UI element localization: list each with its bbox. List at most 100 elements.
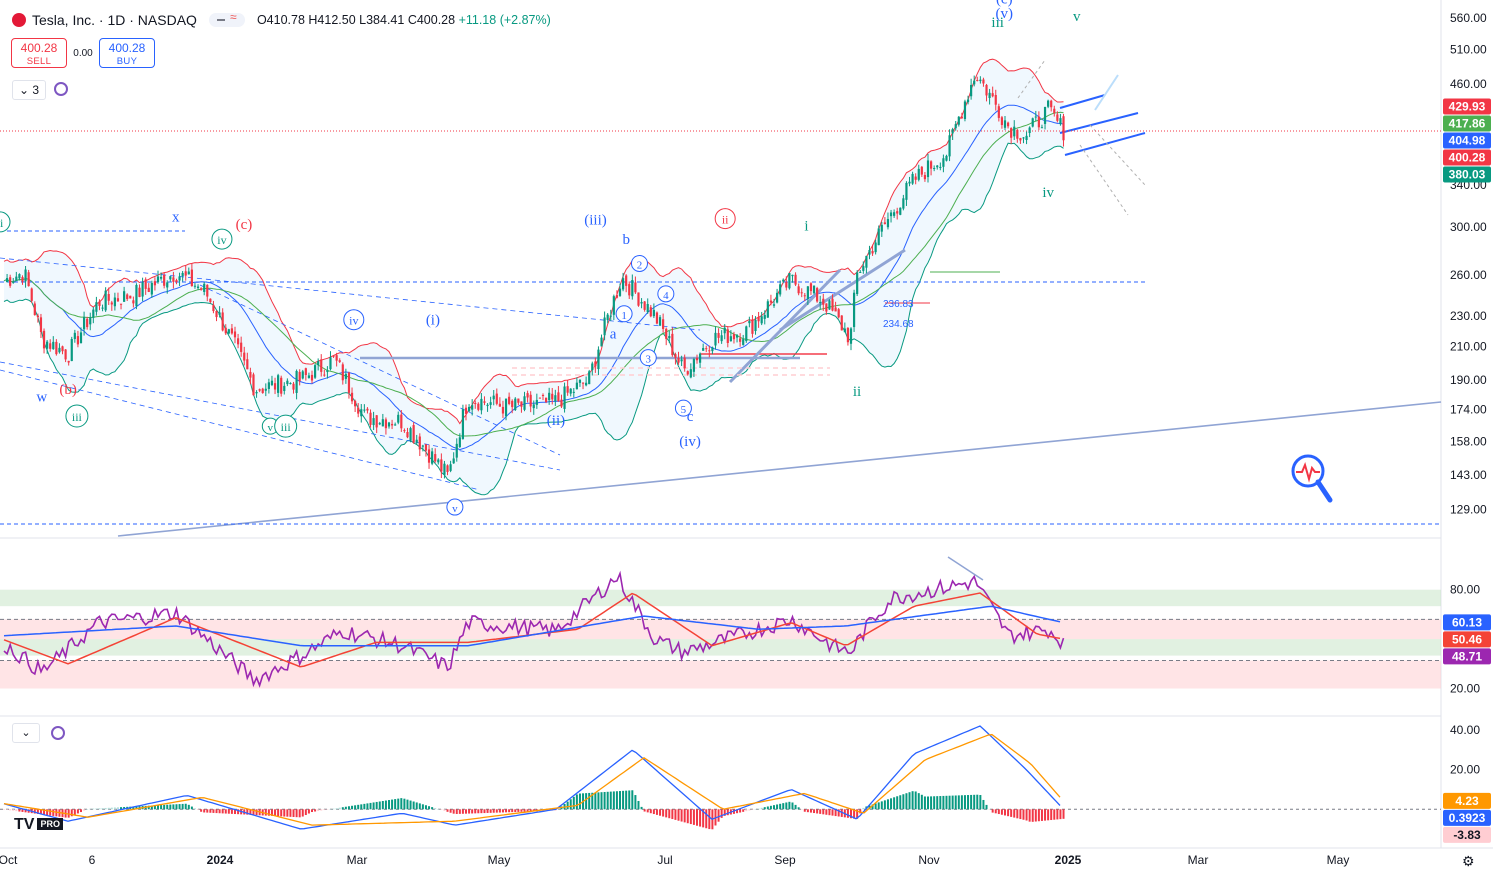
candle-body (132, 300, 135, 304)
macd-histogram-bar (351, 805, 354, 810)
macd-histogram-bar (914, 791, 917, 810)
candle-body (606, 314, 609, 320)
macd-histogram-bar (776, 804, 779, 810)
macd-histogram-bar (578, 793, 581, 810)
candle-body (708, 350, 711, 352)
spread-value: 0.00 (73, 47, 93, 59)
candle-body (745, 326, 748, 342)
rsi-tick-label: 80.00 (1450, 583, 1480, 597)
candle-body (800, 292, 803, 294)
macd-histogram-bar (477, 809, 480, 814)
wave-label: (iv) (679, 434, 701, 450)
macd-histogram-bar (418, 803, 421, 810)
candle-body (936, 165, 939, 168)
candle-body (889, 212, 893, 217)
macd-histogram-bar (147, 805, 150, 810)
candle-body (138, 287, 141, 297)
candle-body (486, 404, 489, 407)
candle-body (27, 272, 30, 287)
macd-histogram-bar (495, 809, 498, 813)
macd-histogram-bar (9, 809, 12, 811)
macd-histogram-bar (837, 809, 840, 817)
wave-label: x (172, 209, 180, 225)
macd-histogram-bar (920, 794, 923, 810)
macd-histogram-bar (908, 792, 911, 810)
candle-body (9, 277, 12, 286)
macd-histogram-bar (886, 799, 889, 810)
macd-histogram-bar (785, 802, 788, 810)
macd-histogram-bar (298, 809, 301, 818)
candle-body (79, 332, 83, 344)
candle-body (896, 211, 899, 214)
macd-series-line (3, 725, 1061, 830)
channel-line (1059, 94, 1106, 109)
macd-histogram-bar (982, 799, 985, 810)
macd-value-box (1443, 792, 1491, 809)
macd-histogram-bar (1013, 809, 1016, 818)
macd-histogram-bar (123, 806, 126, 810)
macd-histogram-bar (400, 798, 403, 810)
band-fill (4, 59, 1064, 495)
macd-histogram-bar (107, 807, 110, 810)
indicator-toggle-icon[interactable] (208, 10, 245, 27)
candle-body (415, 439, 418, 443)
macd-histogram-bar (606, 791, 609, 810)
candle-body (988, 92, 991, 99)
candle-body (698, 353, 702, 363)
macd-histogram-bar (806, 809, 809, 813)
candle-body (98, 301, 101, 306)
candle-body (390, 423, 394, 426)
candle-body (689, 369, 692, 378)
sync-icon[interactable] (51, 726, 65, 740)
sell-button[interactable]: 400.28 SELL (11, 38, 67, 68)
candle-body (603, 317, 606, 336)
macd-histogram-bar (480, 809, 483, 814)
close-value: C400.28 (407, 13, 456, 27)
macd-legend-toggle[interactable]: ⌄ (12, 723, 40, 743)
time-tick-label: Jul (657, 853, 672, 867)
candle-body (572, 391, 575, 393)
macd-histogram-bar (15, 809, 18, 812)
candle-body (631, 279, 634, 297)
gear-icon[interactable]: ⚙ (1462, 853, 1475, 869)
price-label: 429.93 (1449, 99, 1486, 113)
candle-body (471, 405, 474, 410)
candle-body (520, 401, 523, 407)
macd-histogram-bar (655, 809, 658, 815)
candle-body (181, 272, 184, 276)
wave-circle (657, 285, 675, 303)
candle-body (215, 310, 218, 318)
sell-price: 400.28 (20, 41, 58, 55)
macd-histogram-bar (840, 809, 843, 817)
candle-body (313, 365, 317, 378)
magnifier-pulse-icon[interactable] (1291, 454, 1333, 503)
upper-band-line (3, 58, 1064, 425)
candle-body (104, 290, 107, 311)
buy-button[interactable]: 400.28 BUY (99, 38, 155, 68)
sync-icon[interactable] (54, 82, 68, 96)
candle-body (458, 437, 461, 448)
candle-body (86, 318, 89, 328)
wave-circle (274, 414, 298, 438)
candle-body (421, 445, 424, 447)
channel-line (0, 257, 701, 331)
candle-body (581, 382, 585, 384)
candle-body (129, 295, 132, 299)
macd-histogram-bar (699, 809, 702, 827)
candle-body (819, 301, 822, 303)
macd-histogram-bar (178, 804, 181, 810)
legend-toggle[interactable]: ⌄ 3 (12, 80, 46, 100)
projection-line (1017, 59, 1046, 99)
candle-body (412, 425, 415, 443)
macd-histogram-bar (659, 809, 662, 816)
candle-body (307, 375, 311, 378)
candle-body (295, 370, 298, 393)
candle-body (190, 269, 193, 287)
candle-body (200, 288, 203, 290)
macd-histogram-bar (745, 809, 748, 812)
candle-body (1031, 118, 1034, 127)
candle-body (717, 332, 720, 338)
symbol-title[interactable]: Tesla, Inc. · 1D · NASDAQ (32, 12, 197, 28)
candle-body (464, 407, 468, 414)
